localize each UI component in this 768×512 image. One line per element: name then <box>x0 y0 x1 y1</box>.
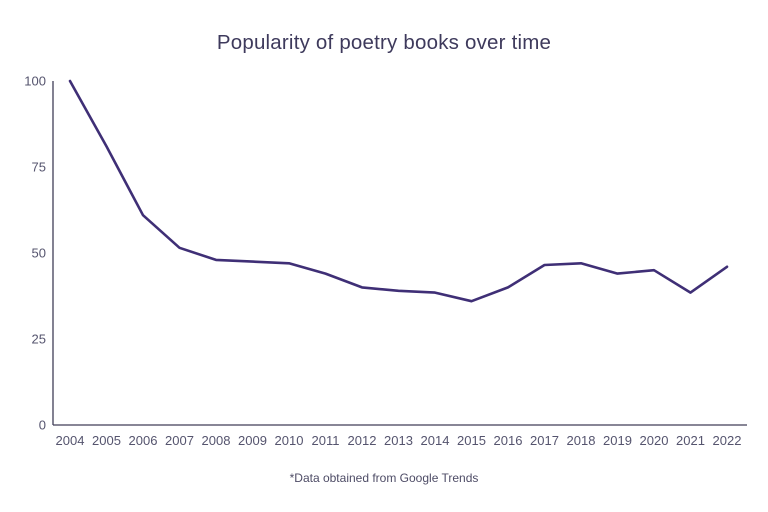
y-axis-tick-label: 100 <box>24 74 46 89</box>
x-axis-tick-label: 2017 <box>530 433 559 448</box>
x-axis-tick-label: 2020 <box>640 433 669 448</box>
x-axis-tick-label: 2019 <box>603 433 632 448</box>
x-axis-tick-label: 2021 <box>676 433 705 448</box>
x-axis-tick-label: 2015 <box>457 433 486 448</box>
y-axis-tick-label: 50 <box>32 246 46 261</box>
x-axis-tick-label: 2022 <box>713 433 742 448</box>
x-axis-tick-label: 2006 <box>129 433 158 448</box>
x-axis-tick-label: 2005 <box>92 433 121 448</box>
y-axis-tick-label: 75 <box>32 160 46 175</box>
chart-footnote: *Data obtained from Google Trends <box>289 471 479 485</box>
data-line-series <box>68 79 729 303</box>
x-axis-tick-label: 2012 <box>348 433 377 448</box>
x-axis-tick-label: 2009 <box>238 433 267 448</box>
x-axis-tick-label: 2016 <box>494 433 523 448</box>
y-axis-tick-label: 0 <box>39 418 46 433</box>
x-axis-tick-label: 2007 <box>165 433 194 448</box>
x-axis-tick-label: 2004 <box>56 433 85 448</box>
x-axis-tick-label: 2011 <box>312 433 340 448</box>
x-axis-tick-label: 2018 <box>567 433 596 448</box>
x-axis-tick-label: 2008 <box>202 433 231 448</box>
x-axis-tick-label: 2014 <box>421 433 450 448</box>
chart-title: Popularity of poetry books over time <box>216 31 552 54</box>
x-axis-tick-label: 2010 <box>275 433 304 448</box>
x-axis-tick-label: 2013 <box>384 433 413 448</box>
y-axis-tick-label: 25 <box>32 332 46 347</box>
